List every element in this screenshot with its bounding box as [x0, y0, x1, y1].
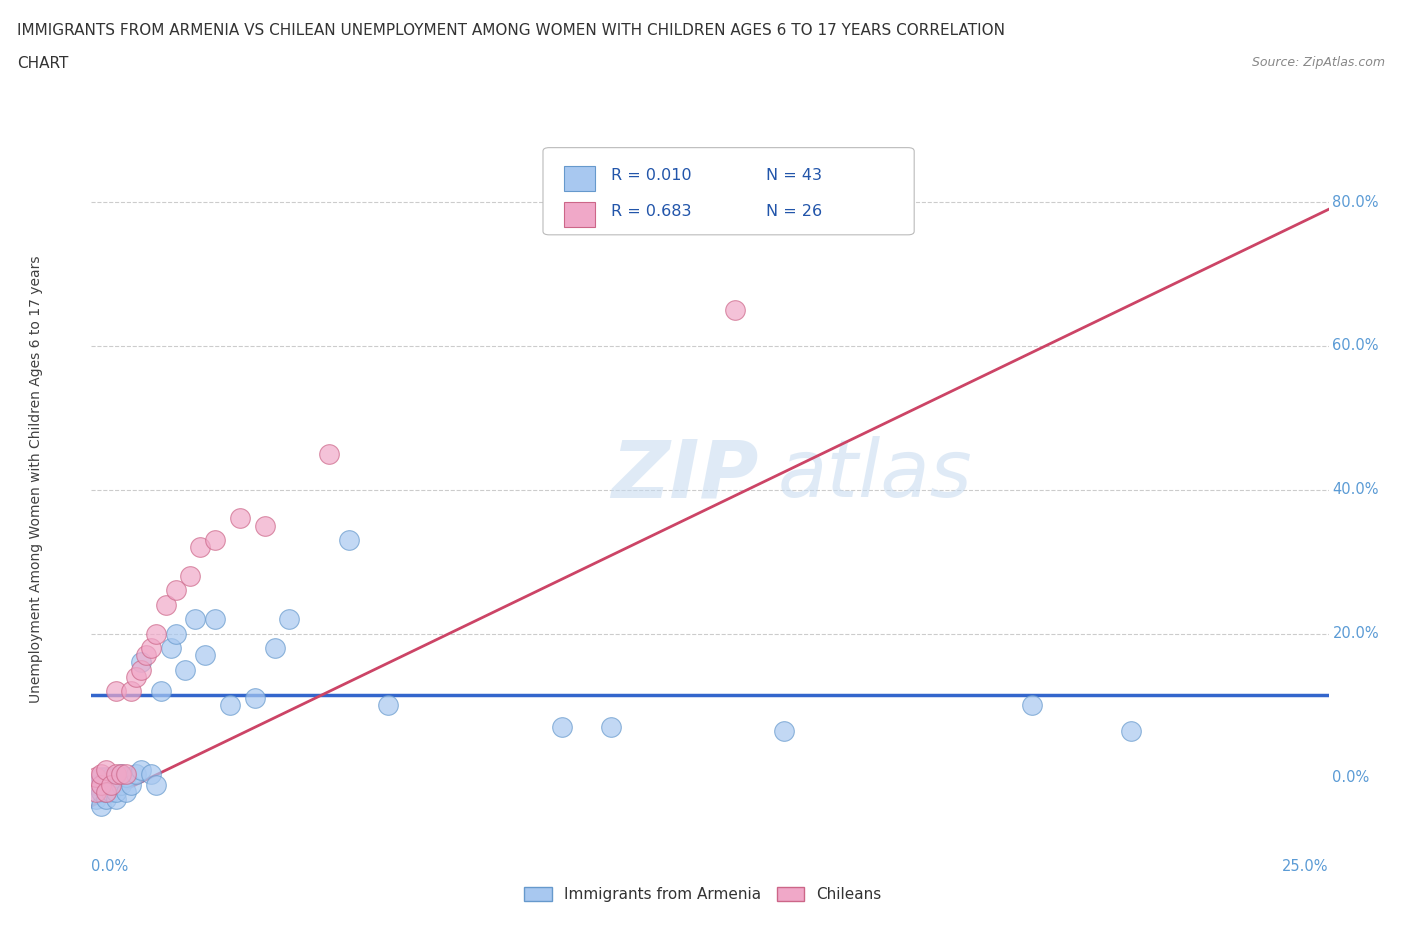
Point [253, 518, 276, 533]
Point [1119, 724, 1142, 738]
Point [263, 641, 285, 656]
Text: CHART: CHART [17, 56, 69, 71]
Point [105, 770, 128, 785]
Point [90, 799, 112, 814]
Point [337, 533, 360, 548]
Point [229, 512, 252, 526]
Point [145, 777, 167, 792]
Point [139, 766, 162, 781]
Point [105, 766, 128, 781]
Point [724, 302, 747, 317]
Text: Source: ZipAtlas.com: Source: ZipAtlas.com [1251, 56, 1385, 69]
Point [96, 770, 118, 785]
Point [159, 641, 181, 656]
Point [145, 626, 167, 641]
Text: IMMIGRANTS FROM ARMENIA VS CHILEAN UNEMPLOYMENT AMONG WOMEN WITH CHILDREN AGES 6: IMMIGRANTS FROM ARMENIA VS CHILEAN UNEMP… [17, 23, 1005, 38]
Point [115, 766, 138, 781]
Point [115, 784, 138, 799]
Point [188, 539, 211, 554]
Point [96, 784, 118, 799]
Point [100, 777, 122, 792]
Point [86, 791, 108, 806]
Point [100, 770, 122, 785]
Point [219, 698, 242, 713]
FancyBboxPatch shape [564, 166, 595, 191]
Point [550, 720, 572, 735]
Point [120, 777, 142, 792]
Text: 20.0%: 20.0% [1333, 626, 1379, 641]
Text: N = 26: N = 26 [766, 204, 823, 219]
Point [139, 641, 162, 656]
Text: 25.0%: 25.0% [1282, 859, 1329, 874]
FancyBboxPatch shape [543, 148, 914, 235]
Point [110, 766, 132, 781]
Point [110, 777, 132, 792]
Point [90, 770, 112, 785]
Text: N = 43: N = 43 [766, 167, 821, 182]
Point [120, 684, 142, 698]
Point [165, 583, 187, 598]
Text: 0.0%: 0.0% [91, 859, 128, 874]
Text: Unemployment Among Women with Children Ages 6 to 17 years: Unemployment Among Women with Children A… [28, 255, 42, 703]
Point [105, 684, 128, 698]
Point [129, 655, 152, 670]
Point [149, 684, 172, 698]
Text: R = 0.683: R = 0.683 [612, 204, 692, 219]
Point [100, 784, 122, 799]
Point [86, 784, 108, 799]
Point [129, 763, 152, 777]
Point [155, 597, 177, 612]
Point [105, 791, 128, 806]
Point [165, 626, 187, 641]
Text: 40.0%: 40.0% [1333, 483, 1379, 498]
Point [125, 670, 148, 684]
Point [125, 766, 148, 781]
Point [278, 612, 301, 627]
Point [204, 533, 226, 548]
FancyBboxPatch shape [564, 202, 595, 227]
Point [243, 691, 266, 706]
Point [96, 763, 118, 777]
Point [773, 724, 796, 738]
Point [194, 647, 217, 662]
Point [86, 777, 108, 792]
Text: atlas: atlas [778, 436, 973, 514]
Point [135, 647, 157, 662]
Point [110, 766, 132, 781]
Point [105, 784, 128, 799]
Point [377, 698, 399, 713]
Point [100, 777, 122, 792]
Point [96, 784, 118, 799]
Point [129, 662, 152, 677]
Point [600, 720, 623, 735]
Point [90, 777, 112, 792]
Point [184, 612, 207, 627]
Point [174, 662, 197, 677]
Text: R = 0.010: R = 0.010 [612, 167, 692, 182]
Point [204, 612, 226, 627]
Text: 60.0%: 60.0% [1333, 339, 1379, 353]
Legend: Immigrants from Armenia, Chileans: Immigrants from Armenia, Chileans [519, 881, 887, 909]
Point [318, 446, 340, 461]
Point [179, 568, 201, 583]
Text: 0.0%: 0.0% [1333, 770, 1369, 785]
Point [86, 770, 108, 785]
Point [90, 784, 112, 799]
Text: ZIP: ZIP [612, 436, 758, 514]
Point [115, 770, 138, 785]
Point [1021, 698, 1043, 713]
Point [96, 791, 118, 806]
Text: 80.0%: 80.0% [1333, 194, 1379, 209]
Point [96, 777, 118, 792]
Point [90, 766, 112, 781]
